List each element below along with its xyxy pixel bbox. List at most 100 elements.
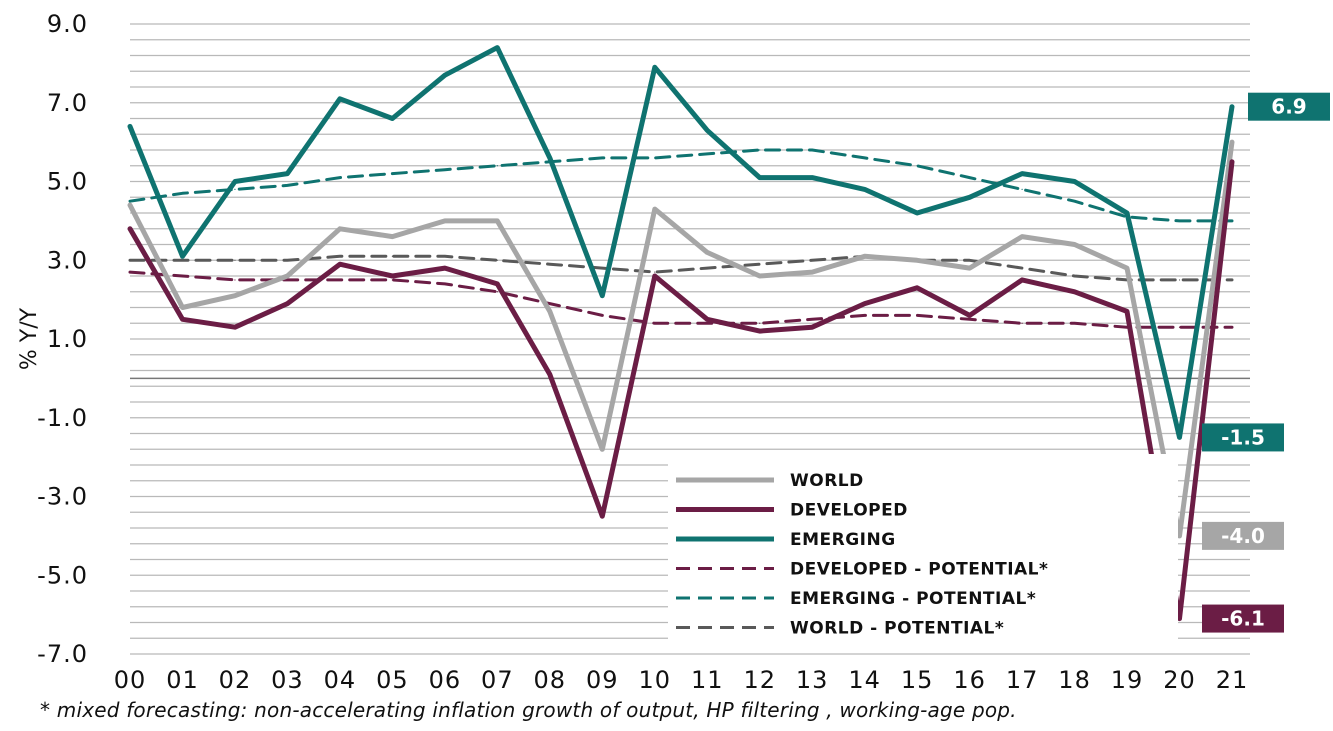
x-tick-label: 21 <box>1216 666 1249 694</box>
x-tick-label: 16 <box>953 666 986 694</box>
data-point <box>339 255 341 257</box>
data-point <box>496 220 498 222</box>
data-point <box>1231 161 1233 163</box>
data-point <box>706 129 708 131</box>
data-point <box>759 275 761 277</box>
x-tick-label: 10 <box>638 666 671 694</box>
data-point <box>1073 275 1076 277</box>
data-point <box>234 295 236 297</box>
data-point <box>916 165 918 167</box>
data-point <box>654 157 656 159</box>
data-point <box>706 318 708 320</box>
data-point <box>811 259 813 261</box>
data-point <box>601 267 603 269</box>
data-point <box>234 188 236 190</box>
data-point <box>916 259 918 261</box>
data-point <box>1178 326 1181 328</box>
data-point <box>129 271 131 273</box>
data-point <box>549 373 551 376</box>
data-point <box>654 66 656 68</box>
data-point <box>601 515 603 517</box>
data-point <box>654 271 656 273</box>
series-line-developed-potential <box>128 270 1234 329</box>
data-point <box>1178 617 1181 620</box>
x-tick-label: 11 <box>691 666 724 694</box>
legend-label: EMERGING <box>790 530 896 550</box>
data-point <box>1231 279 1233 281</box>
x-tick-label: 15 <box>901 666 934 694</box>
data-point <box>706 153 708 155</box>
data-point <box>759 322 761 324</box>
data-point <box>339 98 341 100</box>
data-point <box>601 157 603 159</box>
x-tick-label: 13 <box>796 666 829 694</box>
data-point <box>1021 267 1023 269</box>
x-tick-label: 08 <box>534 666 567 694</box>
x-tick-label: 02 <box>219 666 252 694</box>
data-point <box>181 318 184 320</box>
data-point <box>864 255 866 257</box>
data-point <box>601 295 603 297</box>
end-value-label: -1.5 <box>1221 425 1265 449</box>
data-point <box>916 212 918 214</box>
data-point <box>234 279 236 281</box>
data-point <box>1073 180 1076 183</box>
x-tick-label: 06 <box>429 666 462 694</box>
y-tick-label: -3.0 <box>37 483 88 511</box>
y-tick-label: 9.0 <box>47 10 88 38</box>
data-point <box>129 204 131 206</box>
data-point <box>444 255 446 257</box>
y-tick-label: -1.0 <box>37 404 88 432</box>
legend-label: DEVELOPED <box>790 501 908 521</box>
end-value-label: -4.0 <box>1221 524 1265 548</box>
data-point <box>234 326 236 328</box>
legend-box <box>668 454 1178 640</box>
x-tick-label: 14 <box>848 666 881 694</box>
y-tick-label: 1.0 <box>47 325 88 353</box>
series-line-developed <box>127 159 1235 622</box>
data-point <box>1178 279 1181 281</box>
data-point <box>811 326 813 328</box>
data-point <box>654 322 656 324</box>
data-point <box>1021 279 1023 281</box>
x-tick-label: 09 <box>586 666 619 694</box>
data-point <box>811 271 813 273</box>
data-point <box>549 310 551 313</box>
data-point <box>864 157 866 159</box>
data-point <box>1021 173 1023 175</box>
data-point <box>1178 436 1181 439</box>
data-point <box>339 228 341 230</box>
data-point <box>444 267 446 269</box>
x-tick-label: 18 <box>1058 666 1091 694</box>
data-point <box>1073 322 1076 324</box>
data-point <box>339 263 341 265</box>
data-point <box>706 267 708 269</box>
data-point <box>129 228 131 230</box>
data-point <box>706 322 708 324</box>
data-point <box>286 173 289 175</box>
data-point <box>129 125 131 127</box>
data-point <box>129 200 131 202</box>
data-point <box>496 259 498 261</box>
data-point <box>969 176 971 179</box>
data-point <box>1178 220 1181 222</box>
end-value-label: 6.9 <box>1271 95 1306 119</box>
data-point <box>391 173 393 175</box>
data-point <box>286 275 289 277</box>
data-point <box>286 279 289 281</box>
data-point <box>969 318 971 320</box>
data-point <box>549 263 551 265</box>
data-point <box>1126 267 1128 269</box>
legend-label: WORLD <box>790 471 864 491</box>
data-point <box>654 208 656 210</box>
x-tick-label: 01 <box>166 666 199 694</box>
x-tick-label: 17 <box>1006 666 1039 694</box>
data-point <box>811 149 813 151</box>
data-point <box>601 314 603 316</box>
data-point <box>654 275 656 277</box>
data-point <box>391 279 393 281</box>
data-point <box>811 176 813 179</box>
data-point <box>1126 310 1128 313</box>
data-point <box>1231 141 1233 143</box>
end-value-tag <box>1202 521 1284 550</box>
